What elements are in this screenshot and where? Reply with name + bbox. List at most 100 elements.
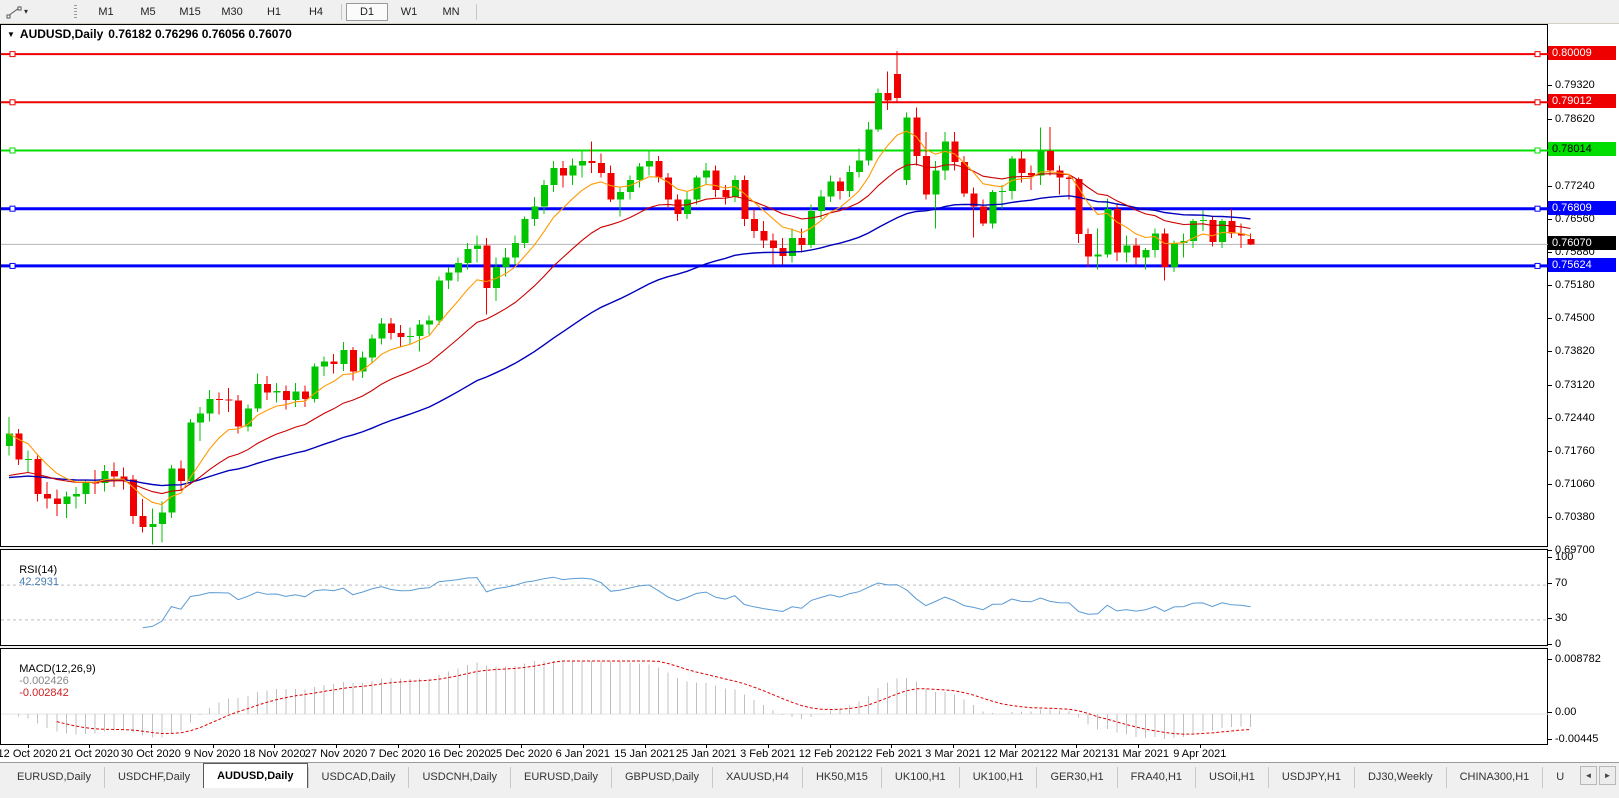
chart-tab-bar: EURUSD,Daily USDCHF,Daily AUDUSD,Daily USDC…	[0, 762, 1619, 788]
date-label: 7 Dec 2020	[369, 748, 426, 760]
timeframe-toolbar: ▾ M1 M5 M15 M30 H1 H4 D1 W1 MN	[0, 0, 1619, 24]
chart-tab-audusd-daily[interactable]: AUDUSD,Daily	[203, 763, 308, 788]
chart-tab-dj30-weekly[interactable]: DJ30,Weekly	[1353, 767, 1446, 788]
line-price-label[interactable]: 0.80009	[1548, 46, 1616, 61]
chart-tab-usdjpy-h1[interactable]: USDJPY,H1	[1267, 767, 1354, 788]
rsi-canvas[interactable]	[1, 550, 1549, 645]
date-label: 21 Oct 2020	[59, 748, 120, 760]
date-tick	[27, 745, 29, 748]
price-tick: 0.74500	[1548, 312, 1595, 325]
date-label: 22 Mar 2021	[1045, 748, 1108, 760]
line-handle[interactable]	[9, 262, 16, 269]
chart-tab-usoil-h1[interactable]: USOil,H1	[1195, 767, 1268, 788]
chart-tab-ger30-h1[interactable]: GER30,H1	[1036, 767, 1116, 788]
tab-scroll-left-button[interactable]: ◄	[1580, 766, 1597, 785]
date-axis[interactable]: 12 Oct 2020 21 Oct 2020 30 Oct 2020 9 Nov 2…	[0, 745, 1619, 762]
date-tick	[582, 745, 584, 748]
line-handle[interactable]	[1534, 262, 1541, 269]
chevron-down-icon: ▾	[24, 7, 29, 16]
timeframe-button-h1[interactable]: H1	[266, 5, 282, 18]
macd-canvas[interactable]	[1, 649, 1549, 744]
date-tick	[521, 745, 523, 748]
date-tick	[953, 745, 954, 748]
timeframe-button-m1[interactable]: M1	[98, 5, 114, 18]
line-handle[interactable]	[9, 51, 16, 58]
price-tick: 0.71060	[1548, 478, 1595, 491]
price-tick: 0.76560	[1548, 213, 1595, 226]
timeframe-button-h4[interactable]: H4	[308, 5, 324, 18]
current-price-label: 0.76070	[1548, 236, 1616, 251]
macd-main-value: -0.002426	[19, 675, 69, 687]
price-axis: 0.793200.786200.779400.772400.765600.758…	[1548, 24, 1619, 745]
line-studies-button[interactable]: ▾	[0, 2, 34, 22]
rsi-axis-label: 70	[1548, 577, 1567, 590]
main-chart-panel: ▼ AUDUSD,Daily 0.76182 0.76296 0.76056 0…	[0, 24, 1549, 547]
date-tick	[212, 745, 214, 748]
date-label: 25 Jan 2021	[675, 748, 737, 760]
chart-tab-usdcad-daily[interactable]: USDCAD,Daily	[307, 767, 409, 788]
chart-tab-usdcnh-daily[interactable]: USDCNH,Daily	[408, 767, 510, 788]
chart-tab-china300-h1[interactable]: CHINA300,H1	[1445, 767, 1543, 788]
date-label: 31 Mar 2021	[1107, 748, 1169, 760]
rsi-label: RSI(14) 42.2931	[7, 552, 59, 600]
date-tick	[1014, 745, 1016, 748]
date-tick	[767, 745, 769, 748]
line-price-label[interactable]: 0.75624	[1548, 257, 1616, 272]
macd-label: MACD(12,26,9) -0.002426 -0.002842	[7, 651, 95, 711]
price-tick: 0.69700	[1548, 544, 1595, 557]
toolbar-separator	[341, 3, 343, 20]
macd-axis-label: -0.00445	[1548, 733, 1598, 746]
chart-tab-usdchf-daily[interactable]: USDCHF,Daily	[103, 767, 203, 788]
line-price-label[interactable]: 0.79012	[1548, 94, 1616, 109]
line-handle[interactable]	[1534, 99, 1541, 106]
line-price-label[interactable]: 0.78014	[1548, 142, 1616, 157]
line-handle[interactable]	[1534, 147, 1541, 154]
chart-tab-gbpusd-daily[interactable]: GBPUSD,Daily	[611, 767, 712, 788]
chart-tab-eurusd-daily[interactable]: EURUSD,Daily	[17, 771, 91, 783]
date-tick	[1199, 745, 1201, 748]
line-handle[interactable]	[9, 147, 16, 154]
date-label: 12 Mar 2021	[983, 748, 1046, 760]
tab-scroll-arrows: ◄ ►	[1577, 763, 1619, 788]
price-tick: 0.73120	[1548, 379, 1595, 392]
line-handle[interactable]	[1534, 51, 1541, 58]
chart-menu-icon[interactable]: ▼	[7, 29, 15, 39]
timeframe-button-m30[interactable]: M30	[221, 5, 243, 18]
price-tick: 0.78620	[1548, 113, 1595, 126]
timeframe-button-mn[interactable]: MN	[442, 5, 460, 18]
date-tick	[1076, 745, 1078, 748]
rsi-value: 42.2931	[19, 576, 59, 588]
bottom-strip	[0, 788, 1619, 798]
line-price-label[interactable]: 0.76809	[1548, 200, 1616, 215]
line-studies-icon	[6, 6, 22, 18]
tab-scroll-right-button[interactable]: ►	[1599, 766, 1616, 785]
price-tick: 0.71760	[1548, 445, 1595, 458]
date-tick	[891, 745, 893, 748]
rsi-indicator-panel: RSI(14) 42.2931	[0, 549, 1549, 646]
chart-tab-u[interactable]: U	[1542, 767, 1577, 788]
macd-indicator-panel: MACD(12,26,9) -0.002426 -0.002842	[0, 648, 1549, 745]
timeframe-button-m5[interactable]: M5	[140, 5, 156, 18]
chart-tab-uk100-h1[interactable]: UK100,H1	[880, 767, 959, 788]
date-label: 15 Jan 2021	[614, 748, 675, 760]
chart-tab-uk100-h1[interactable]: UK100,H1	[958, 767, 1037, 788]
price-chart-canvas[interactable]	[1, 25, 1549, 546]
line-handle[interactable]	[9, 99, 16, 106]
timeframe-button-d1[interactable]: D1	[346, 2, 389, 21]
rsi-name: RSI(14)	[19, 564, 58, 576]
rsi-axis-label: 30	[1548, 612, 1567, 625]
price-tick: 0.72440	[1548, 412, 1595, 425]
date-label: 9 Nov 2020	[184, 748, 241, 760]
chart-tab-fra40-h1[interactable]: FRA40,H1	[1116, 767, 1195, 788]
chart-tab-xauusd-h4[interactable]: XAUUSD,H4	[711, 767, 802, 788]
date-label: 18 Nov 2020	[243, 748, 306, 760]
line-handle[interactable]	[9, 205, 16, 212]
date-tick	[706, 745, 708, 748]
chart-tab-eurusd-daily[interactable]: EURUSD,Daily	[510, 767, 611, 788]
timeframe-button-m15[interactable]: M15	[179, 5, 201, 18]
chart-tab-hk50-m15[interactable]: HK50,M15	[801, 767, 881, 788]
toolbar-grip[interactable]	[74, 4, 78, 19]
line-handle[interactable]	[1534, 205, 1541, 212]
timeframe-button-w1[interactable]: W1	[400, 5, 418, 18]
date-label: 30 Oct 2020	[120, 748, 181, 760]
